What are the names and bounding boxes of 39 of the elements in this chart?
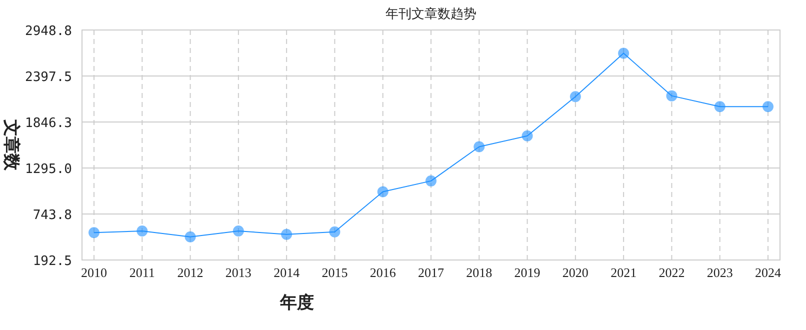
point: [474, 141, 485, 152]
x-tick-label: 2024: [755, 265, 782, 280]
y-tick-label: 192.5: [32, 254, 72, 269]
point: [136, 226, 148, 237]
x-tick-label: 2016: [370, 265, 396, 280]
x-tick-label: 2012: [177, 265, 204, 280]
point: [88, 227, 100, 238]
point: [714, 101, 726, 112]
point: [329, 226, 340, 238]
x-tick-label: 2014: [274, 265, 300, 280]
point: [281, 228, 292, 240]
x-tick-label: 2017: [418, 265, 444, 280]
chart-title: 年刊文章数趋势: [386, 6, 476, 21]
x-tick-label: 2021: [610, 265, 637, 280]
x-tick-label: 2010: [81, 265, 107, 280]
point: [618, 48, 630, 59]
point: [522, 130, 533, 142]
x-tick-label: 2020: [562, 265, 588, 280]
y-tick-label: 2948.8: [25, 24, 72, 39]
point: [570, 91, 581, 102]
x-tick-label: 2022: [658, 265, 685, 280]
x-axis-title: 年度: [279, 293, 314, 312]
x-tick-label: 2018: [466, 265, 492, 280]
y-tick-label: 1295.0: [25, 162, 72, 177]
point: [232, 226, 244, 237]
y-axis-title: 文章数: [2, 118, 21, 172]
x-tick-label: 2013: [225, 265, 252, 280]
x-tick-label: 2015: [322, 265, 348, 280]
point: [377, 186, 388, 198]
point: [666, 90, 678, 102]
x-tick-label: 2019: [514, 265, 540, 280]
x-tick-label: 2023: [706, 265, 733, 280]
point: [426, 175, 436, 186]
y-tick-label: 2397.5: [25, 70, 72, 86]
point: [184, 231, 196, 242]
point: [762, 101, 774, 112]
x-tick-label: 2011: [129, 265, 155, 280]
y-tick-label: 743.8: [32, 208, 72, 223]
y-tick-label: 1846.3: [25, 116, 72, 131]
